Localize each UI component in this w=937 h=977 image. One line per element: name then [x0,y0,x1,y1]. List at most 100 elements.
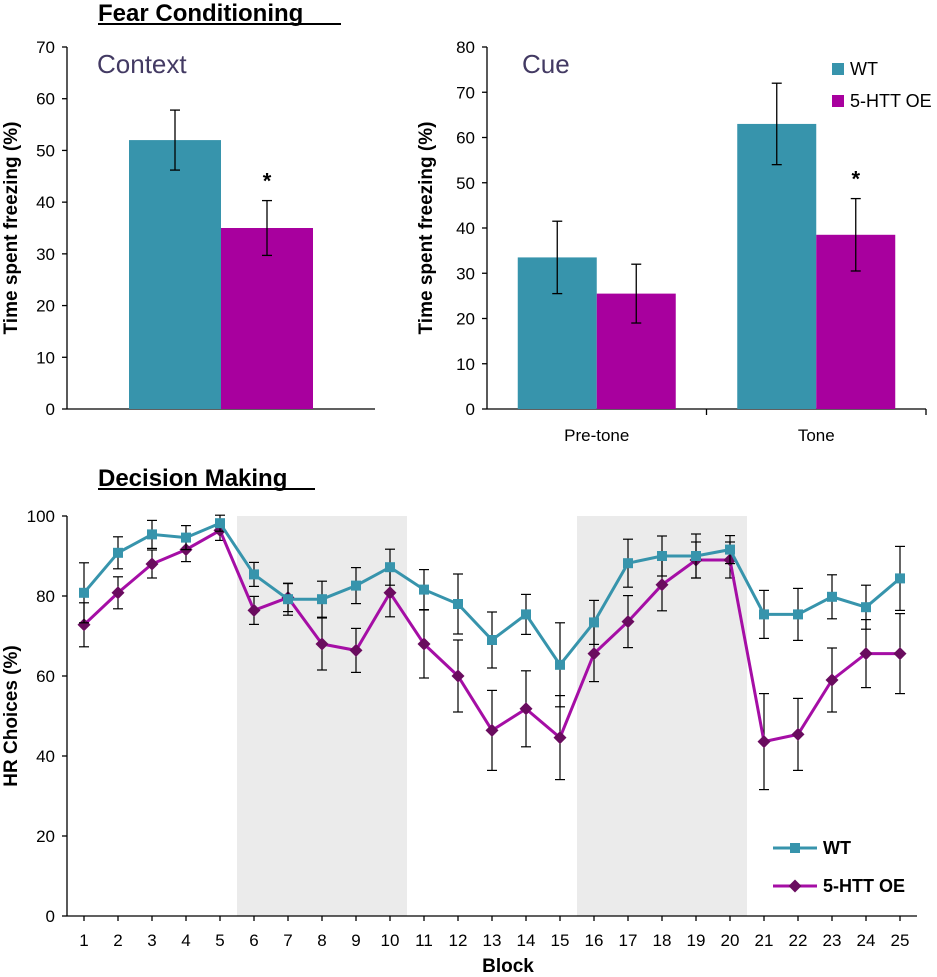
shaded-block-range [237,516,407,916]
wt-legend-swatch [832,63,844,75]
wt-data-point [895,573,905,584]
x-axis-label: Block [482,956,534,977]
x-tick-label: 12 [449,931,468,950]
oe-data-point [757,735,771,749]
wt-data-point [691,551,701,561]
wt-data-point [249,569,259,580]
wt-data-point [283,594,293,605]
y-axis-label: HR Choices (%) [1,645,22,786]
wt-data-point [79,587,89,598]
y-tick-label: 60 [456,129,475,148]
y-tick-label: 40 [36,193,55,212]
x-tick-label: 6 [249,931,258,950]
wt-data-point [317,594,327,605]
x-tick-label: 19 [687,931,706,950]
wt-data-point [793,609,803,620]
x-tick-label: 3 [147,931,156,950]
wt-data-point [487,635,497,645]
x-tick-label: 10 [381,931,400,950]
y-tick-label: 80 [36,587,55,606]
decision-making-heading: Decision Making [98,465,287,492]
y-tick-label: 80 [456,38,475,57]
oe-bar [221,228,313,409]
oe-data-point [587,647,601,661]
fear-conditioning-heading: Fear Conditioning [98,0,303,27]
oe-data-point [791,727,805,741]
oe-data-point [553,731,567,745]
wt-data-point [759,609,769,620]
oe-data-point [315,637,329,651]
y-tick-label: 20 [456,310,475,329]
oe-data-point [111,586,125,600]
y-axis-label: Time spent freezing (%) [416,122,437,335]
x-tick-label: 23 [823,931,842,950]
wt-data-point [453,599,463,609]
wt-data-point [113,547,123,558]
y-tick-label: 70 [36,38,55,57]
oe-data-point [349,643,363,657]
y-tick-label: 10 [36,348,55,367]
wt-data-point [181,532,191,543]
context-bar-chart: 0 10 20 30 40 50 60 70 Time spent freezing (%) Co… [1,38,375,419]
wt-data-point [215,518,225,529]
x-tick-label: 4 [181,931,190,950]
wt-bar [737,123,817,410]
y-tick-label: 100 [27,507,55,526]
x-tick-label: 11 [415,931,433,950]
y-tick-label: 60 [36,667,55,686]
x-category-label: Pre-tone [564,426,629,445]
wt-data-point [725,544,735,555]
significance-star: * [851,167,860,192]
x-tick-label: 2 [113,931,122,950]
wt-data-point [419,584,429,595]
x-tick-label: 8 [317,931,326,950]
wt-data-point [589,617,599,628]
x-tick-label: 7 [283,931,292,950]
significance-star: * [263,169,272,194]
x-category-label: Tone [798,426,835,445]
oe-legend-marker [788,879,802,893]
oe-data-point [825,673,839,687]
oe-data-point [621,615,635,629]
x-tick-label: 17 [619,931,638,950]
oe-data-point [451,669,465,683]
panel-title: Cue [522,49,570,79]
oe-data-point [145,557,159,571]
y-tick-label: 0 [46,907,55,926]
x-tick-label: 14 [517,931,536,950]
x-tick-label: 9 [351,931,360,950]
oe-legend-swatch [832,95,844,107]
x-tick-label: 15 [551,931,570,950]
x-tick-label: 5 [215,931,224,950]
oe-data-point [893,647,907,661]
legend-label: WT [850,59,878,79]
legend-label: 5-HTT OE [850,91,932,111]
y-tick-label: 40 [456,219,475,238]
y-tick-label: 0 [46,400,55,419]
x-tick-label: 13 [483,931,502,950]
oe-data-point [859,647,873,661]
y-tick-label: 60 [36,90,55,109]
panel-title: Context [97,49,187,79]
oe-data-point [247,603,261,617]
oe-data-point [417,637,431,651]
oe-data-point [519,702,533,716]
x-tick-label: 25 [891,931,910,950]
legend-label: WT [823,838,851,858]
x-tick-label: 22 [789,931,808,950]
oe-data-point [655,578,669,592]
y-tick-label: 30 [456,264,475,283]
y-tick-label: 20 [36,827,55,846]
x-tick-label: 21 [755,931,774,950]
x-tick-label: 24 [857,931,876,950]
wt-data-point [385,562,395,573]
oe-data-point [383,586,397,600]
x-tick-label: 1 [79,931,88,950]
wt-data-point [351,580,361,591]
wt-data-point [623,558,633,569]
y-tick-label: 30 [36,245,55,264]
legend-label: 5-HTT OE [823,876,905,896]
y-tick-label: 50 [456,174,475,193]
